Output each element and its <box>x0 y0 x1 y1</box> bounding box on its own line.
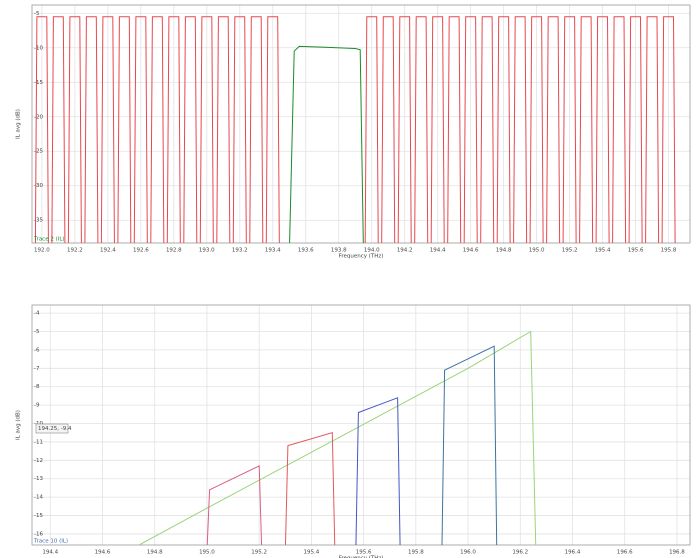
y-tick-label: -5 <box>34 329 40 335</box>
x-tick-label: 193.8 <box>331 248 347 254</box>
x-tick-label: 196.4 <box>565 550 581 556</box>
x-tick-label: 195.2 <box>251 550 267 556</box>
y-tick-label: -11 <box>34 439 43 445</box>
x-tick-label: 194.4 <box>430 248 446 254</box>
x-tick-label: 195.8 <box>408 550 424 556</box>
x-tick-label: 194.8 <box>496 248 512 254</box>
x-tick-label: 193.6 <box>298 248 314 254</box>
plot-area <box>32 305 690 545</box>
x-tick-label: 195.0 <box>199 550 215 556</box>
y-tick-label: -13 <box>34 476 43 482</box>
y-tick-label: -25 <box>34 149 43 155</box>
traces <box>34 16 676 243</box>
trace-line <box>355 397 401 545</box>
y-tick-label: -35 <box>34 218 43 224</box>
x-tick-label: 195.6 <box>356 550 372 556</box>
x-axis-label: Frequency (THz) <box>339 254 384 260</box>
trace-line <box>284 432 336 545</box>
x-tick-label: 194.6 <box>95 550 111 556</box>
tooltip-text: 194.25, -9.4 <box>38 426 72 432</box>
x-tick-label: 196.8 <box>669 550 685 556</box>
trace-label: Trace 10 (IL) <box>33 539 68 545</box>
x-tick-label: 196.6 <box>617 550 633 556</box>
trace-line <box>441 345 498 545</box>
traces <box>138 330 537 545</box>
y-tick-label: -4 <box>34 311 40 317</box>
trace-line <box>206 465 263 545</box>
x-tick-label: 195.4 <box>595 248 611 254</box>
x-tick-label: 192.2 <box>67 248 83 254</box>
y-tick-label: -30 <box>34 183 43 189</box>
x-tick-label: 194.6 <box>463 248 479 254</box>
y-tick-label: -5 <box>34 11 40 17</box>
y-tick-label: -15 <box>34 513 43 519</box>
x-tick-label: 194.2 <box>397 248 413 254</box>
x-tick-label: 195.4 <box>304 550 320 556</box>
y-axis-label: IL avg (dB) <box>16 410 22 440</box>
y-tick-label: -6 <box>34 347 40 353</box>
y-tick-label: -12 <box>34 458 43 464</box>
y-axis-label: IL avg (dB) <box>16 109 22 139</box>
x-tick-label: 194.8 <box>147 550 163 556</box>
trace-line <box>289 45 364 243</box>
x-tick-label: 192.4 <box>100 248 116 254</box>
plot-frame <box>31 304 691 546</box>
y-tick-label: -9 <box>34 403 40 409</box>
x-tick-label: 192.8 <box>166 248 182 254</box>
x-tick-label: 194.4 <box>42 550 58 556</box>
tooltip-box <box>35 423 69 434</box>
x-tick-label: 195.0 <box>529 248 545 254</box>
x-tick-label: 194.0 <box>364 248 380 254</box>
x-tick-label: 192.0 <box>34 248 50 254</box>
y-tick-label: -7 <box>34 366 40 372</box>
y-tick-label: -10 <box>34 45 43 51</box>
x-tick-label: 195.2 <box>562 248 578 254</box>
trace-label: Trace 2 (IL) <box>33 237 65 243</box>
y-tick-label: -15 <box>34 80 43 86</box>
y-tick-label: -14 <box>34 495 43 501</box>
x-axis-label: Frequency (THz) <box>339 556 384 558</box>
x-tick-label: 193.0 <box>199 248 215 254</box>
x-tick-label: 195.6 <box>628 248 644 254</box>
x-tick-label: 195.8 <box>661 248 677 254</box>
x-tick-label: 196.0 <box>460 550 476 556</box>
y-tick-label: -8 <box>34 384 40 390</box>
trace-line <box>138 330 537 545</box>
trace-line <box>34 16 676 243</box>
y-tick-label: -16 <box>34 531 43 537</box>
x-tick-label: 192.6 <box>133 248 149 254</box>
x-tick-label: 193.4 <box>265 248 281 254</box>
plot-frame <box>31 4 691 244</box>
x-tick-label: 193.2 <box>232 248 248 254</box>
y-tick-label: -20 <box>34 114 43 120</box>
x-tick-label: 196.2 <box>512 550 528 556</box>
